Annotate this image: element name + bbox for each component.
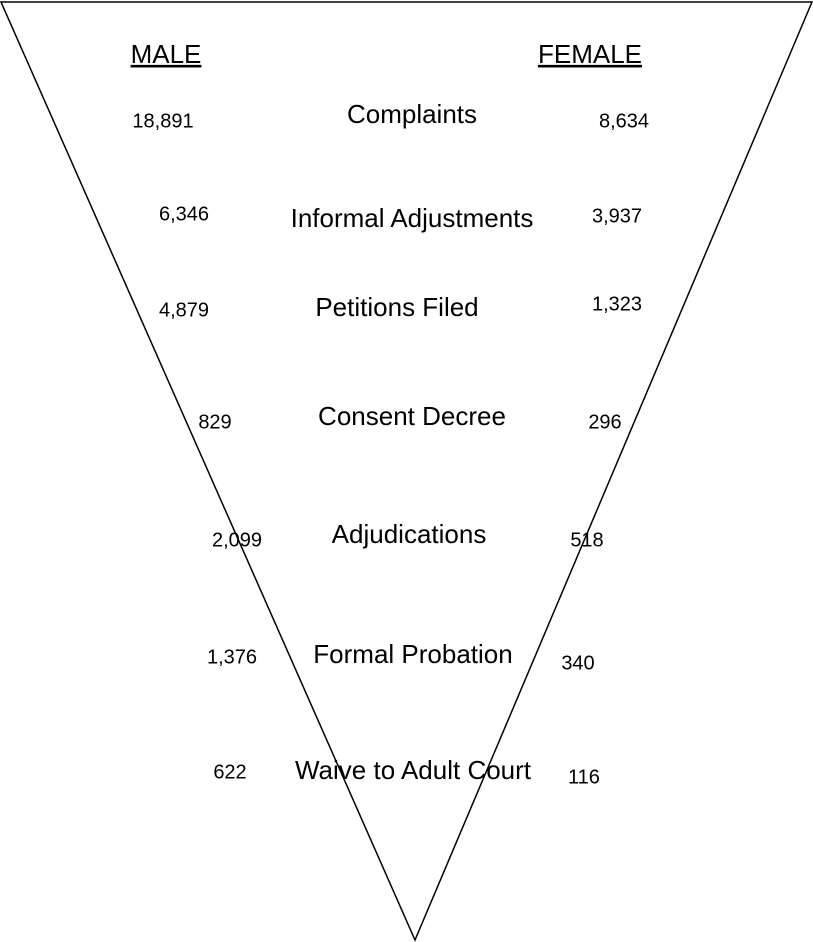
male-count: 1,376 [207,646,257,668]
male-count: 6,346 [159,203,209,225]
rows: 18,891 Complaints 8,634 6,346 Informal Adjus… [132,99,649,788]
female-count: 8,634 [599,110,649,132]
stage-label: Formal Probation [313,639,512,669]
male-count: 4,879 [159,299,209,321]
male-count: 829 [198,411,231,433]
stage-label: Petitions Filed [315,292,478,322]
female-header: FEMALE [538,39,642,69]
female-count: 1,323 [592,293,642,315]
stage-label: Adjudications [332,519,487,549]
male-count: 18,891 [132,110,193,132]
female-count: 296 [588,411,621,433]
stage-label: Consent Decree [318,401,506,431]
female-count: 518 [570,529,603,551]
female-count: 116 [568,766,600,788]
stage-label: Complaints [347,99,477,129]
male-count: 622 [213,761,246,783]
male-header: MALE [131,39,202,69]
male-count: 2,099 [212,529,262,551]
stage-label: Informal Adjustments [291,203,534,233]
female-count: 3,937 [592,205,642,227]
stage-label: Waive to Adult Court [295,755,532,785]
female-count: 340 [561,652,594,674]
